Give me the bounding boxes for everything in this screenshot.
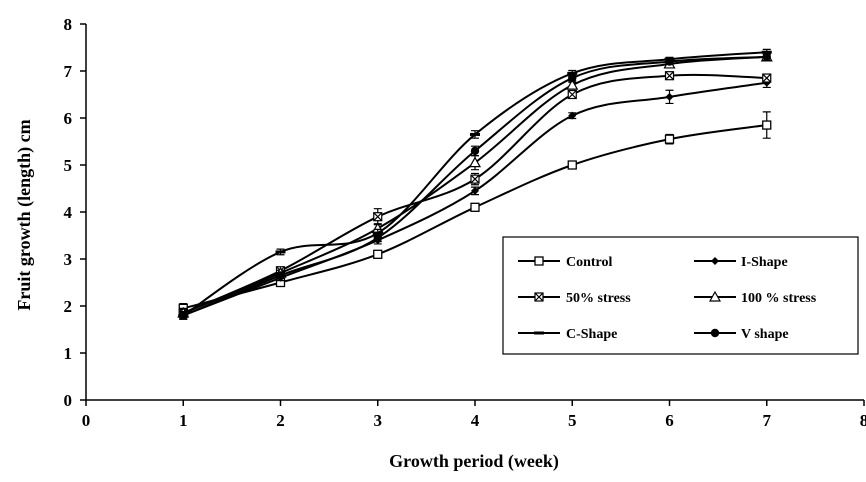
y-tick-label: 7 — [64, 62, 73, 81]
data-point — [372, 231, 383, 235]
x-tick-label: 1 — [179, 411, 188, 430]
legend-item-i-shape: I-Shape — [694, 255, 788, 270]
data-point — [762, 52, 771, 62]
legend-box — [502, 236, 859, 355]
legend-label-100-stress: 100 % stress — [741, 291, 817, 306]
y-tick-label: 4 — [64, 203, 73, 222]
legend-item-v-shape: V shape — [694, 327, 789, 342]
x-tick-label: 7 — [763, 411, 772, 430]
x-tick-label: 8 — [860, 411, 866, 430]
y-tick-label: 6 — [64, 109, 73, 128]
legend-item-c-shape: C-Shape — [518, 327, 617, 342]
data-point — [568, 111, 577, 120]
y-tick-label: 1 — [64, 344, 73, 363]
data-point — [373, 249, 383, 259]
y-tick-label: 0 — [64, 391, 73, 410]
data-point-cross — [373, 212, 383, 222]
x-tick-label: 3 — [374, 411, 383, 430]
legend-sample-100-stress — [694, 290, 736, 302]
data-point — [373, 233, 382, 243]
data-point — [470, 146, 480, 156]
legend-marker — [534, 331, 544, 335]
legend-marker — [711, 257, 719, 265]
x-tick-label: 5 — [568, 411, 577, 430]
data-point — [761, 50, 772, 54]
legend-item-50-stress: 50% stress — [518, 291, 631, 306]
legend-label-v-shape: V shape — [741, 327, 789, 342]
data-point — [567, 71, 578, 75]
data-point — [373, 212, 383, 222]
data-point-cross — [762, 73, 772, 83]
data-point — [179, 311, 188, 320]
data-point — [470, 174, 480, 184]
legend-item-control: Control — [518, 255, 613, 270]
y-axis-title: Fruit growth (length) cm — [14, 119, 35, 310]
y-tick-label: 3 — [64, 250, 73, 269]
data-point — [762, 73, 772, 83]
legend-marker — [534, 292, 544, 302]
tick-labels: 0 1 2 3 4 5 6 7 8 0 1 2 3 4 5 6 7 8 — [64, 15, 866, 430]
legend-label-c-shape: C-Shape — [566, 327, 617, 342]
data-point — [275, 250, 286, 254]
legend-label-control: Control — [566, 255, 613, 270]
data-point-cross — [567, 90, 577, 99]
data-point — [471, 186, 479, 195]
data-point — [664, 71, 675, 81]
legend-sample-i-shape — [694, 257, 736, 265]
data-point — [276, 271, 285, 280]
x-tick-label: 6 — [665, 411, 674, 430]
data-point — [665, 92, 674, 101]
axes — [80, 23, 865, 406]
data-point — [468, 156, 482, 168]
x-tick-label: 4 — [471, 411, 480, 430]
legend-sample-control — [518, 256, 560, 266]
data-point — [470, 132, 480, 136]
series-layer — [177, 48, 773, 320]
y-tick-label: 2 — [64, 297, 73, 316]
legend-marker — [710, 328, 720, 338]
data-point — [567, 160, 577, 170]
legend-marker — [708, 290, 722, 302]
data-point — [470, 202, 480, 212]
x-axis-title: Growth period (week) — [389, 451, 559, 472]
legend-marker-cross — [534, 292, 544, 302]
series-v-shape — [179, 52, 771, 320]
data-point — [566, 78, 579, 90]
data-point-cross — [665, 71, 674, 81]
legend-label-50-stress: 50% stress — [566, 291, 631, 306]
legend-label-i-shape: I-Shape — [741, 255, 788, 270]
x-tick-label: 0 — [82, 411, 91, 430]
data-point — [567, 89, 577, 100]
y-tick-label: 5 — [64, 156, 73, 175]
data-point — [664, 134, 675, 144]
legend: Control I-Shape 50% stress 100 % stress … — [502, 236, 859, 355]
legend-marker — [534, 256, 544, 266]
data-point-cross — [470, 174, 480, 184]
x-tick-label: 2 — [276, 411, 285, 430]
data-point — [762, 120, 772, 130]
data-point — [665, 57, 674, 66]
y-tick-label: 8 — [64, 15, 73, 34]
legend-sample-50-stress — [518, 292, 560, 302]
legend-sample-v-shape — [694, 328, 736, 338]
legend-sample-c-shape — [518, 331, 560, 335]
legend-item-100-stress: 100 % stress — [694, 290, 817, 306]
data-point — [568, 73, 577, 83]
